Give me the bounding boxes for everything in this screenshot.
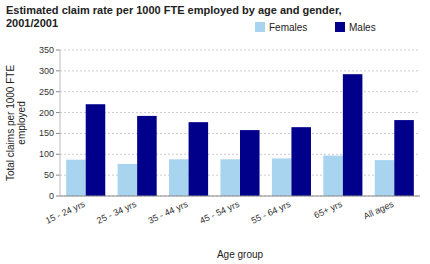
x-tick-label: 25 - 34 yrs xyxy=(95,199,138,226)
text-line: Total claims per 1000 FTE xyxy=(5,65,16,181)
legend-label: Females xyxy=(269,22,307,33)
bar xyxy=(86,104,106,196)
text-line: 2001/2001 xyxy=(6,17,58,29)
x-tick-label: 35 - 44 yrs xyxy=(147,199,190,226)
legend-swatch xyxy=(255,22,265,32)
grid-line xyxy=(60,50,420,51)
tick-mark xyxy=(56,91,60,92)
bar xyxy=(272,158,292,196)
y-axis-label: Total claims per 1000 FTEemployed xyxy=(5,65,27,181)
tick-mark xyxy=(56,154,60,155)
tick-mark xyxy=(56,196,60,197)
text-line: employed xyxy=(16,101,27,144)
bar xyxy=(137,116,157,196)
x-tick-label: All ages xyxy=(362,199,396,222)
legend-label: Males xyxy=(349,22,376,33)
bar xyxy=(220,159,240,196)
tick-mark xyxy=(56,112,60,113)
y-tick-label: 300 xyxy=(39,66,54,76)
y-tick-label: 0 xyxy=(49,191,54,201)
y-tick-label: 50 xyxy=(44,170,54,180)
x-tick-label: 65+ yrs xyxy=(312,199,344,221)
y-tick-label: 200 xyxy=(39,108,54,118)
bar xyxy=(66,160,86,196)
bar xyxy=(394,120,414,196)
bar xyxy=(189,122,209,196)
x-tick-label: 15 - 24 yrs xyxy=(44,199,87,226)
y-tick-label: 100 xyxy=(39,149,54,159)
bar xyxy=(375,160,395,196)
tick-mark xyxy=(56,133,60,134)
grid-line xyxy=(60,70,420,71)
y-tick-label: 250 xyxy=(39,87,54,97)
legend-swatch xyxy=(335,22,345,32)
grid-line xyxy=(60,112,420,113)
bar xyxy=(291,127,311,196)
text-line: Estimated claim rate per 1000 FTE employ… xyxy=(6,4,342,16)
x-axis xyxy=(60,196,420,197)
chart: Estimated claim rate per 1000 FTE employ… xyxy=(0,0,430,264)
bar xyxy=(118,164,138,196)
tick-mark xyxy=(56,50,60,51)
tick-mark xyxy=(56,70,60,71)
grid-line xyxy=(60,196,420,197)
y-axis xyxy=(60,50,61,196)
y-tick-label: 350 xyxy=(39,45,54,55)
x-tick-label: 45 - 54 yrs xyxy=(198,199,241,226)
y-tick-label: 150 xyxy=(39,128,54,138)
x-axis-label: Age group xyxy=(217,249,264,260)
x-tick-label: 55 - 64 yrs xyxy=(250,199,293,226)
bar xyxy=(343,74,363,196)
bar xyxy=(169,159,189,196)
grid-line xyxy=(60,91,420,92)
tick-mark xyxy=(56,175,60,176)
bars xyxy=(66,74,414,196)
bar xyxy=(323,156,343,196)
bar xyxy=(240,130,260,196)
